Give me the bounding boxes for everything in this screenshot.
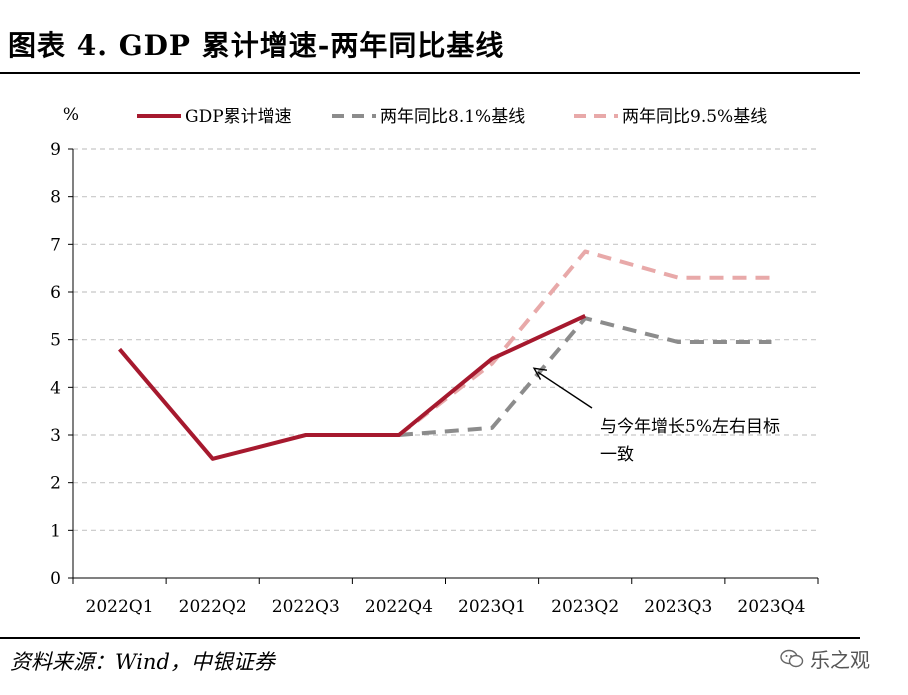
y-tick-label: 1 bbox=[50, 521, 61, 541]
source-divider bbox=[0, 637, 860, 639]
x-tick-label: 2023Q2 bbox=[551, 597, 619, 617]
y-tick-label: 2 bbox=[50, 474, 61, 494]
axes: 0 1 2 3 4 5 6 7 8 9% 2022Q1 2022Q2 2022Q3 2022Q4 2023Q… bbox=[50, 105, 819, 617]
watermark: 乐之观 bbox=[780, 644, 870, 673]
source-note: 资料来源：Wind，中银证券 bbox=[10, 650, 275, 674]
legend-label-2: 两年同比8.1%基线 bbox=[380, 107, 525, 127]
y-tick-label: 0 bbox=[50, 569, 61, 589]
x-tick-label: 2023Q4 bbox=[737, 597, 805, 617]
x-tick-label: 2022Q1 bbox=[86, 597, 154, 617]
gridlines bbox=[73, 148, 818, 531]
y-tick-label: 6 bbox=[50, 283, 61, 303]
y-tick-label: 8 bbox=[50, 188, 61, 208]
series-lines bbox=[118, 249, 772, 461]
y-tick-label: 3 bbox=[50, 426, 61, 446]
title-divider bbox=[0, 72, 860, 74]
y-tick-label: 7 bbox=[50, 235, 61, 255]
legend-label-3: 两年同比9.5%基线 bbox=[622, 107, 767, 127]
y-tick-label: 5 bbox=[50, 331, 61, 351]
x-tick-label: 2023Q1 bbox=[458, 597, 526, 617]
x-tick-label: 2023Q3 bbox=[644, 597, 712, 617]
series-line-1 bbox=[118, 314, 587, 461]
annotation-text-line: 与今年增长5%左右目标 bbox=[600, 417, 780, 437]
x-tick-label: 2022Q4 bbox=[365, 597, 433, 617]
annotation-arrow-line bbox=[537, 371, 593, 409]
annotation-arrowhead bbox=[532, 367, 548, 380]
x-tick-label: 2022Q2 bbox=[179, 597, 247, 617]
y-tick-label: 4 bbox=[50, 378, 61, 398]
series-line-2 bbox=[398, 316, 772, 437]
annotation-text-line: 一致 bbox=[600, 445, 634, 465]
legend: GDP累计增速 两年同比8.1%基线 两年同比9.5%基线 bbox=[137, 107, 767, 127]
legend-label-1: GDP累计增速 bbox=[185, 107, 292, 127]
wechat-icon bbox=[780, 649, 804, 667]
chart-title: 图表 4. GDP 累计增速-两年同比基线 bbox=[8, 29, 505, 62]
y-tick-label: 9 bbox=[50, 140, 61, 160]
x-tick-label: 2022Q3 bbox=[272, 597, 340, 617]
line-chart: 0 1 2 3 4 5 6 7 8 9% 2022Q1 2022Q2 2022Q3 2022Q4 2023Q… bbox=[50, 105, 819, 617]
watermark-text: 乐之观 bbox=[810, 648, 870, 672]
y-axis-label: % bbox=[63, 105, 79, 125]
series-line-3 bbox=[397, 249, 772, 437]
